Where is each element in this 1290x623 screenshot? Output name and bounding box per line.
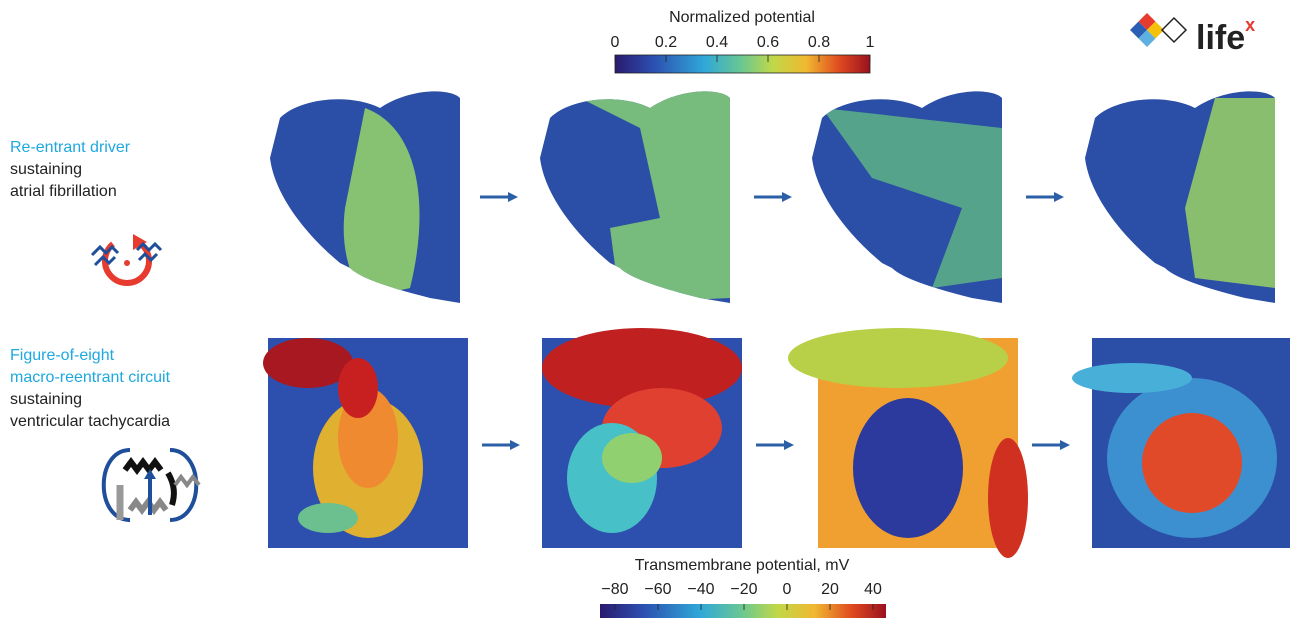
- heart-panel: [812, 88, 1007, 308]
- potential-region: [988, 438, 1028, 558]
- map-panel: [542, 328, 742, 548]
- tick-label: 0.8: [808, 34, 830, 51]
- arrow-head: [1054, 192, 1064, 202]
- map-panel: [263, 338, 468, 548]
- tick-label: −40: [687, 581, 714, 598]
- panels: [263, 88, 1290, 558]
- heart-panel: [1085, 88, 1280, 308]
- row-label: atrial fibrillation: [10, 183, 117, 200]
- logo-superscript: x: [1245, 15, 1255, 35]
- row-label: Figure-of-eight: [10, 347, 115, 364]
- tick-label: 0.6: [757, 34, 779, 51]
- colorbar-title: Normalized potential: [669, 9, 815, 26]
- tick-label: 0.4: [706, 34, 728, 51]
- arrow-head: [1060, 440, 1070, 450]
- figure: lifex Normalized potential 0 0.2 0.4 0.6 0.8…: [0, 0, 1290, 618]
- reentry-icon: [92, 234, 161, 283]
- tick-label: 1: [866, 34, 875, 51]
- row-label: macro-reentrant circuit: [10, 369, 171, 386]
- bottom-colorbar: Transmembrane potential, mV −80 −60 −40 −20…: [600, 557, 886, 618]
- potential-region: [788, 328, 1008, 388]
- colorbar: [600, 604, 886, 618]
- row-label: sustaining: [10, 161, 82, 178]
- arrow-head: [784, 440, 794, 450]
- row-label: Re-entrant driver: [10, 139, 131, 156]
- potential-region: [338, 358, 378, 418]
- potential-region: [298, 503, 358, 533]
- arrow-head: [510, 440, 520, 450]
- map-panel: [788, 328, 1028, 558]
- tick-label: −60: [644, 581, 671, 598]
- potential-region: [1072, 363, 1192, 393]
- logo-word: life: [1196, 19, 1245, 57]
- potential-region: [853, 398, 963, 538]
- tick-label: −20: [730, 581, 757, 598]
- heart-panel: [270, 88, 465, 308]
- map-panel: [1072, 338, 1290, 548]
- logo: lifex: [1130, 13, 1255, 57]
- tick-label: 0.2: [655, 34, 677, 51]
- arrow-head: [782, 192, 792, 202]
- row-label: ventricular tachycardia: [10, 413, 170, 430]
- potential-region: [602, 433, 662, 483]
- row-labels: Re-entrant driver sustaining atrial fibril…: [10, 139, 171, 430]
- logo-text: lifex: [1196, 15, 1255, 57]
- colorbar-title: Transmembrane potential, mV: [635, 557, 850, 574]
- heart-panel: [540, 88, 735, 308]
- tick-label: −80: [601, 581, 628, 598]
- tick-label: 0: [611, 34, 620, 51]
- arrow-head: [508, 192, 518, 202]
- tick-label: 20: [821, 581, 839, 598]
- top-colorbar: Normalized potential 0 0.2 0.4 0.6 0.8 1: [611, 9, 875, 73]
- row-label: sustaining: [10, 391, 82, 408]
- tick-label: 0: [783, 581, 792, 598]
- colorbar: [615, 55, 870, 73]
- potential-region: [1142, 413, 1242, 513]
- figure-eight-icon: [104, 450, 199, 520]
- tick-label: 40: [864, 581, 882, 598]
